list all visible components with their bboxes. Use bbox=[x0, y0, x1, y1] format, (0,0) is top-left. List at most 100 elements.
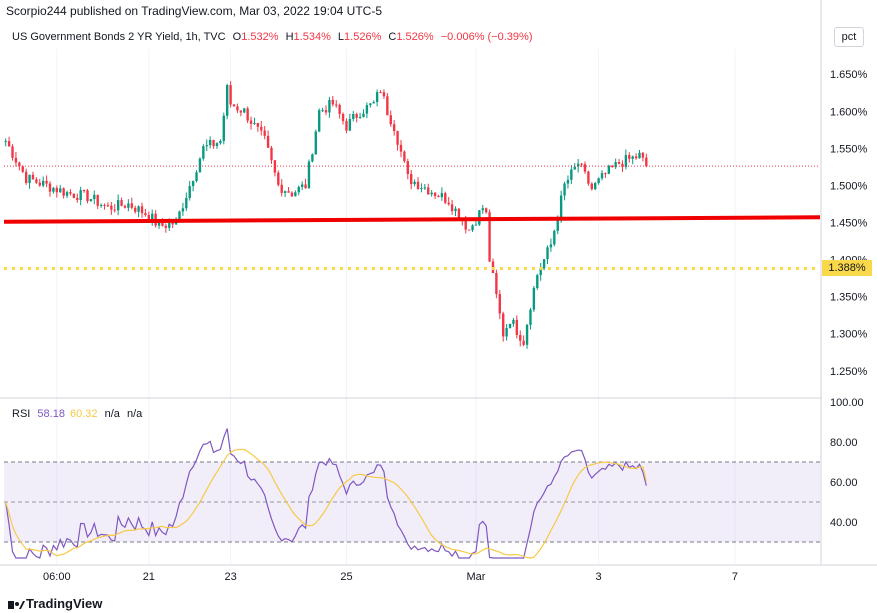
candle-body bbox=[18, 162, 21, 167]
candle-body bbox=[484, 208, 488, 213]
candle-body bbox=[72, 193, 76, 198]
candle-body bbox=[137, 206, 140, 212]
candle-body bbox=[556, 219, 559, 231]
candle-body bbox=[454, 208, 457, 212]
candle-body bbox=[335, 104, 338, 106]
footer-brand[interactable]: TradingView bbox=[6, 596, 102, 611]
candle-body bbox=[226, 85, 229, 116]
publisher-header: Scorpio244 published on TradingView.com,… bbox=[6, 4, 383, 18]
candle-body bbox=[59, 188, 62, 193]
rsi-na-1: n/a bbox=[104, 408, 120, 420]
candle-body bbox=[495, 272, 498, 295]
candle-body bbox=[28, 174, 31, 184]
candle-body bbox=[157, 221, 161, 226]
candle-body bbox=[587, 171, 590, 184]
candle-body bbox=[634, 156, 638, 159]
candle-body bbox=[617, 162, 621, 164]
candle-body bbox=[512, 319, 515, 324]
candle-body bbox=[645, 157, 648, 167]
candle-body bbox=[253, 122, 256, 124]
time-tick-label: 7 bbox=[732, 571, 738, 583]
low-key: L bbox=[337, 31, 345, 43]
price-tick-label: 1.450% bbox=[830, 218, 868, 230]
candle-body bbox=[570, 169, 573, 180]
candle-body bbox=[498, 294, 501, 314]
candle-body bbox=[239, 110, 243, 113]
candle-body bbox=[304, 184, 307, 189]
candle-body bbox=[362, 113, 365, 117]
candle-body bbox=[573, 166, 576, 170]
symbol-legend: US Government Bonds 2 YR Yield, 1h, TVC … bbox=[12, 31, 532, 43]
candle-body bbox=[559, 195, 563, 220]
candle-body bbox=[440, 193, 444, 198]
candle-body bbox=[386, 96, 389, 116]
candles[interactable] bbox=[4, 81, 648, 349]
candle-body bbox=[311, 154, 314, 162]
vertical-grid bbox=[56, 49, 736, 565]
time-axis[interactable]: 06:00 21 23 25 Mar 3 7 bbox=[43, 571, 738, 583]
candle-body bbox=[86, 190, 89, 202]
unit-label[interactable]: pct bbox=[834, 27, 864, 47]
support-trendline[interactable] bbox=[3, 215, 821, 224]
candle-body bbox=[447, 202, 450, 205]
time-tick-label: 21 bbox=[143, 571, 155, 583]
rsi-tick-label: 100.00 bbox=[830, 397, 864, 409]
rsi-na-2: n/a bbox=[126, 408, 143, 420]
candle-body bbox=[314, 131, 317, 155]
candle-body bbox=[597, 178, 600, 184]
candle-body bbox=[106, 205, 110, 207]
candle-body bbox=[416, 181, 420, 189]
candle-body bbox=[103, 204, 106, 206]
candle-body bbox=[413, 181, 416, 185]
candle-body bbox=[522, 340, 525, 345]
candle-body bbox=[260, 126, 263, 131]
candle-body bbox=[576, 163, 580, 167]
candle-body bbox=[600, 173, 604, 179]
candle-body bbox=[11, 146, 14, 158]
candle-body bbox=[467, 229, 471, 231]
rsi-legend: RSI 58.18 60.32 n/a n/a bbox=[12, 408, 142, 420]
rsi-axis[interactable]: 100.00 80.00 60.00 40.00 bbox=[830, 397, 864, 529]
candle-body bbox=[505, 327, 508, 337]
candle-body bbox=[7, 141, 11, 147]
price-tick-label: 1.650% bbox=[830, 69, 868, 81]
candle-body bbox=[62, 188, 65, 196]
candle-body bbox=[427, 187, 430, 195]
candle-body bbox=[21, 166, 24, 172]
candle-body bbox=[614, 162, 617, 168]
candle-body bbox=[297, 186, 300, 193]
candle-body bbox=[392, 124, 396, 132]
candle-body bbox=[345, 120, 348, 131]
candle-body bbox=[631, 156, 634, 159]
candle-body bbox=[375, 92, 379, 102]
time-tick-label: 06:00 bbox=[43, 571, 71, 583]
candle-body bbox=[41, 180, 45, 186]
candle-body bbox=[178, 211, 181, 220]
candle-body bbox=[168, 222, 171, 228]
candle-body bbox=[628, 155, 631, 159]
price-axis[interactable]: 1.650%1.600%1.550%1.500%1.450%1.400%1.35… bbox=[830, 69, 868, 378]
candle-body bbox=[403, 151, 406, 162]
candle-body bbox=[307, 161, 311, 189]
candle-body bbox=[352, 114, 355, 119]
rsi-ma-value: 60.32 bbox=[70, 408, 98, 420]
candle-body bbox=[294, 192, 297, 197]
candle-body bbox=[474, 224, 478, 226]
candle-body bbox=[324, 110, 328, 113]
price-tick-label: 1.500% bbox=[830, 180, 868, 192]
candle-body bbox=[433, 192, 437, 197]
candle-body bbox=[536, 275, 539, 289]
candle-body bbox=[212, 140, 215, 146]
candle-body bbox=[96, 194, 99, 206]
candle-body bbox=[604, 173, 607, 175]
time-tick-label: 25 bbox=[340, 571, 352, 583]
candle-body bbox=[542, 259, 546, 269]
candle-body bbox=[24, 171, 28, 184]
candle-body bbox=[123, 205, 127, 208]
candle-body bbox=[280, 184, 283, 193]
candle-body bbox=[300, 184, 304, 187]
close-key: C bbox=[388, 31, 397, 43]
rsi-ma-line bbox=[5, 448, 647, 559]
level-price-tag: 1.388% bbox=[822, 260, 872, 276]
high-value: 1.534% bbox=[293, 31, 331, 43]
